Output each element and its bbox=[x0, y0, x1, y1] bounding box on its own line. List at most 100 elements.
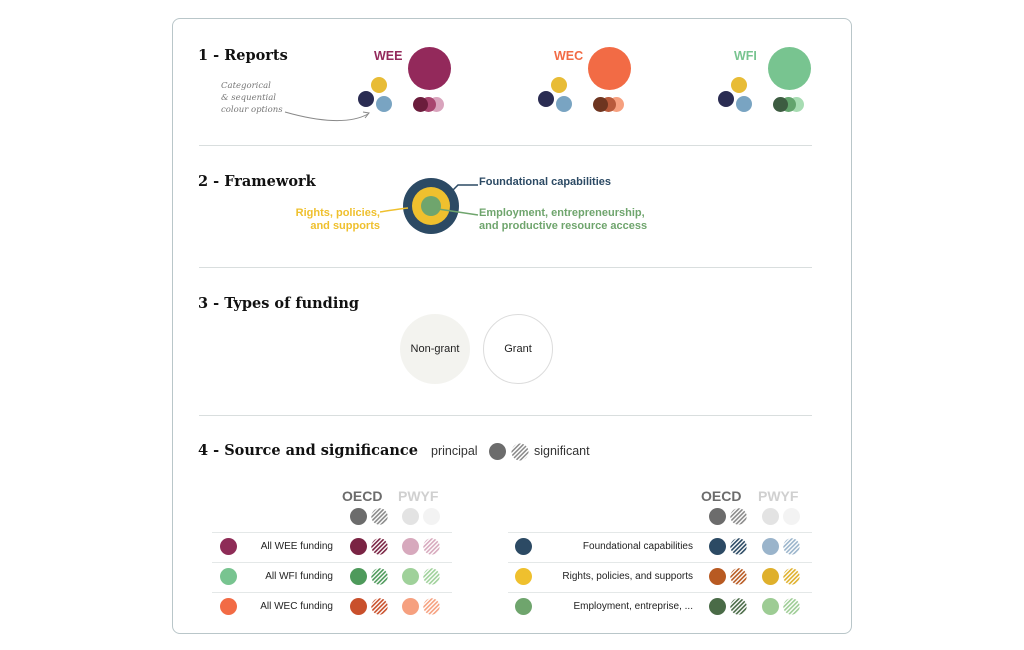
header-oecd-principal-right bbox=[709, 508, 726, 525]
row-key-right-2 bbox=[515, 568, 532, 585]
label-employment: Employment, entrepreneurship, and produc… bbox=[479, 207, 647, 233]
report-categorical-navy-wee bbox=[358, 91, 374, 107]
label-rights: Rights, policies, and supports bbox=[280, 207, 380, 233]
row-label-left-3: All WEC funding bbox=[260, 601, 333, 612]
row-label-right-3: Employment, entreprise, ... bbox=[573, 601, 694, 612]
label-employment-line-1: Employment, entrepreneurship, bbox=[479, 207, 645, 219]
report-main-circle-wec bbox=[588, 47, 631, 90]
row-pwyf-principal-right-2 bbox=[762, 568, 779, 585]
header-oecd-principal-left bbox=[350, 508, 367, 525]
report-label-wee: WEE bbox=[374, 49, 403, 63]
report-categorical-yellow-wec bbox=[551, 77, 567, 93]
row-pwyf-significant-right-3 bbox=[783, 598, 800, 615]
report-sequential-1-wfi bbox=[773, 97, 788, 112]
col-header-pwyf-left: PWYF bbox=[398, 488, 439, 504]
row-oecd-significant-right-2 bbox=[730, 568, 747, 585]
section-title-reports: 1 - Reports bbox=[198, 47, 288, 64]
col-header-oecd-left: OECD bbox=[342, 488, 383, 504]
row-oecd-significant-left-3 bbox=[371, 598, 388, 615]
non-grant-circle: Non-grant bbox=[400, 314, 470, 384]
report-categorical-navy-wfi bbox=[718, 91, 734, 107]
report-categorical-blue-wee bbox=[376, 96, 392, 112]
header-pwyf-principal-right bbox=[762, 508, 779, 525]
row-oecd-principal-left-2 bbox=[350, 568, 367, 585]
label-rights-line-1: Rights, policies, bbox=[295, 207, 380, 219]
report-sequential-1-wec bbox=[593, 97, 608, 112]
label-foundational: Foundational capabilities bbox=[479, 176, 612, 188]
col-header-oecd-right: OECD bbox=[701, 488, 742, 504]
row-pwyf-principal-right-1 bbox=[762, 538, 779, 555]
row-oecd-principal-left-1 bbox=[350, 538, 367, 555]
report-main-circle-wfi bbox=[768, 47, 811, 90]
row-pwyf-significant-left-3 bbox=[423, 598, 440, 615]
row-pwyf-principal-left-2 bbox=[402, 568, 419, 585]
reports-note: Categorical & sequential colour options bbox=[221, 80, 283, 116]
row-oecd-significant-left-2 bbox=[371, 568, 388, 585]
legend-significant-label: significant bbox=[534, 444, 590, 458]
row-divider-left-1 bbox=[212, 532, 452, 533]
row-pwyf-significant-left-1 bbox=[423, 538, 440, 555]
divider-3 bbox=[199, 415, 812, 416]
divider-2 bbox=[199, 267, 812, 268]
framework-rings bbox=[403, 178, 459, 234]
report-categorical-yellow-wfi bbox=[731, 77, 747, 93]
row-key-left-2 bbox=[220, 568, 237, 585]
grant-circle: Grant bbox=[483, 314, 553, 384]
framework-connectors bbox=[380, 184, 479, 216]
ring-employment bbox=[421, 196, 441, 216]
row-key-left-3 bbox=[220, 598, 237, 615]
legend-principal-label: principal bbox=[431, 444, 478, 458]
row-divider-right-1 bbox=[508, 532, 812, 533]
row-label-left-2: All WFI funding bbox=[265, 571, 333, 582]
header-pwyf-principal-left bbox=[402, 508, 419, 525]
report-categorical-blue-wec bbox=[556, 96, 572, 112]
col-header-pwyf-right: PWYF bbox=[758, 488, 799, 504]
section-title-source: 4 - Source and significance bbox=[198, 442, 418, 459]
header-oecd-significant-right bbox=[730, 508, 747, 525]
label-employment-line-2: and productive resource access bbox=[479, 220, 648, 232]
row-label-left-1: All WEE funding bbox=[260, 541, 333, 552]
report-sequential-1-wee bbox=[413, 97, 428, 112]
row-pwyf-principal-left-1 bbox=[402, 538, 419, 555]
row-pwyf-principal-right-3 bbox=[762, 598, 779, 615]
report-categorical-blue-wfi bbox=[736, 96, 752, 112]
reports-note-line-1: Categorical bbox=[221, 81, 271, 91]
row-oecd-principal-left-3 bbox=[350, 598, 367, 615]
report-categorical-navy-wec bbox=[538, 91, 554, 107]
reports-note-line-2: & sequential bbox=[221, 93, 277, 103]
report-categorical-yellow-wee bbox=[371, 77, 387, 93]
row-oecd-principal-right-2 bbox=[709, 568, 726, 585]
header-pwyf-significant-left bbox=[423, 508, 440, 525]
reports-note-line-3: colour options bbox=[221, 105, 283, 115]
row-divider-right-3 bbox=[508, 592, 812, 593]
divider-1 bbox=[199, 145, 812, 146]
legend-principal-dot bbox=[489, 443, 506, 460]
row-pwyf-significant-right-2 bbox=[783, 568, 800, 585]
report-main-circle-wee bbox=[408, 47, 451, 90]
row-oecd-significant-right-1 bbox=[730, 538, 747, 555]
report-label-wfi: WFI bbox=[734, 49, 757, 63]
row-oecd-significant-right-3 bbox=[730, 598, 747, 615]
row-label-right-2: Rights, policies, and supports bbox=[562, 571, 693, 582]
row-pwyf-significant-left-2 bbox=[423, 568, 440, 585]
header-pwyf-significant-right bbox=[783, 508, 800, 525]
section-title-funding: 3 - Types of funding bbox=[198, 295, 360, 312]
row-divider-right-2 bbox=[508, 562, 812, 563]
row-key-right-1 bbox=[515, 538, 532, 555]
row-pwyf-significant-right-1 bbox=[783, 538, 800, 555]
row-label-right-1: Foundational capabilities bbox=[582, 541, 693, 552]
row-oecd-principal-right-1 bbox=[709, 538, 726, 555]
section-title-framework: 2 - Framework bbox=[198, 173, 316, 190]
header-oecd-significant-left bbox=[371, 508, 388, 525]
row-key-right-3 bbox=[515, 598, 532, 615]
row-oecd-significant-left-1 bbox=[371, 538, 388, 555]
label-rights-line-2: and supports bbox=[310, 220, 380, 232]
row-key-left-1 bbox=[220, 538, 237, 555]
note-arrow-icon bbox=[284, 111, 370, 121]
legend-significant-dot bbox=[511, 443, 529, 461]
row-divider-left-2 bbox=[212, 562, 452, 563]
row-divider-left-3 bbox=[212, 592, 452, 593]
row-pwyf-principal-left-3 bbox=[402, 598, 419, 615]
row-oecd-principal-right-3 bbox=[709, 598, 726, 615]
report-label-wec: WEC bbox=[554, 49, 584, 63]
